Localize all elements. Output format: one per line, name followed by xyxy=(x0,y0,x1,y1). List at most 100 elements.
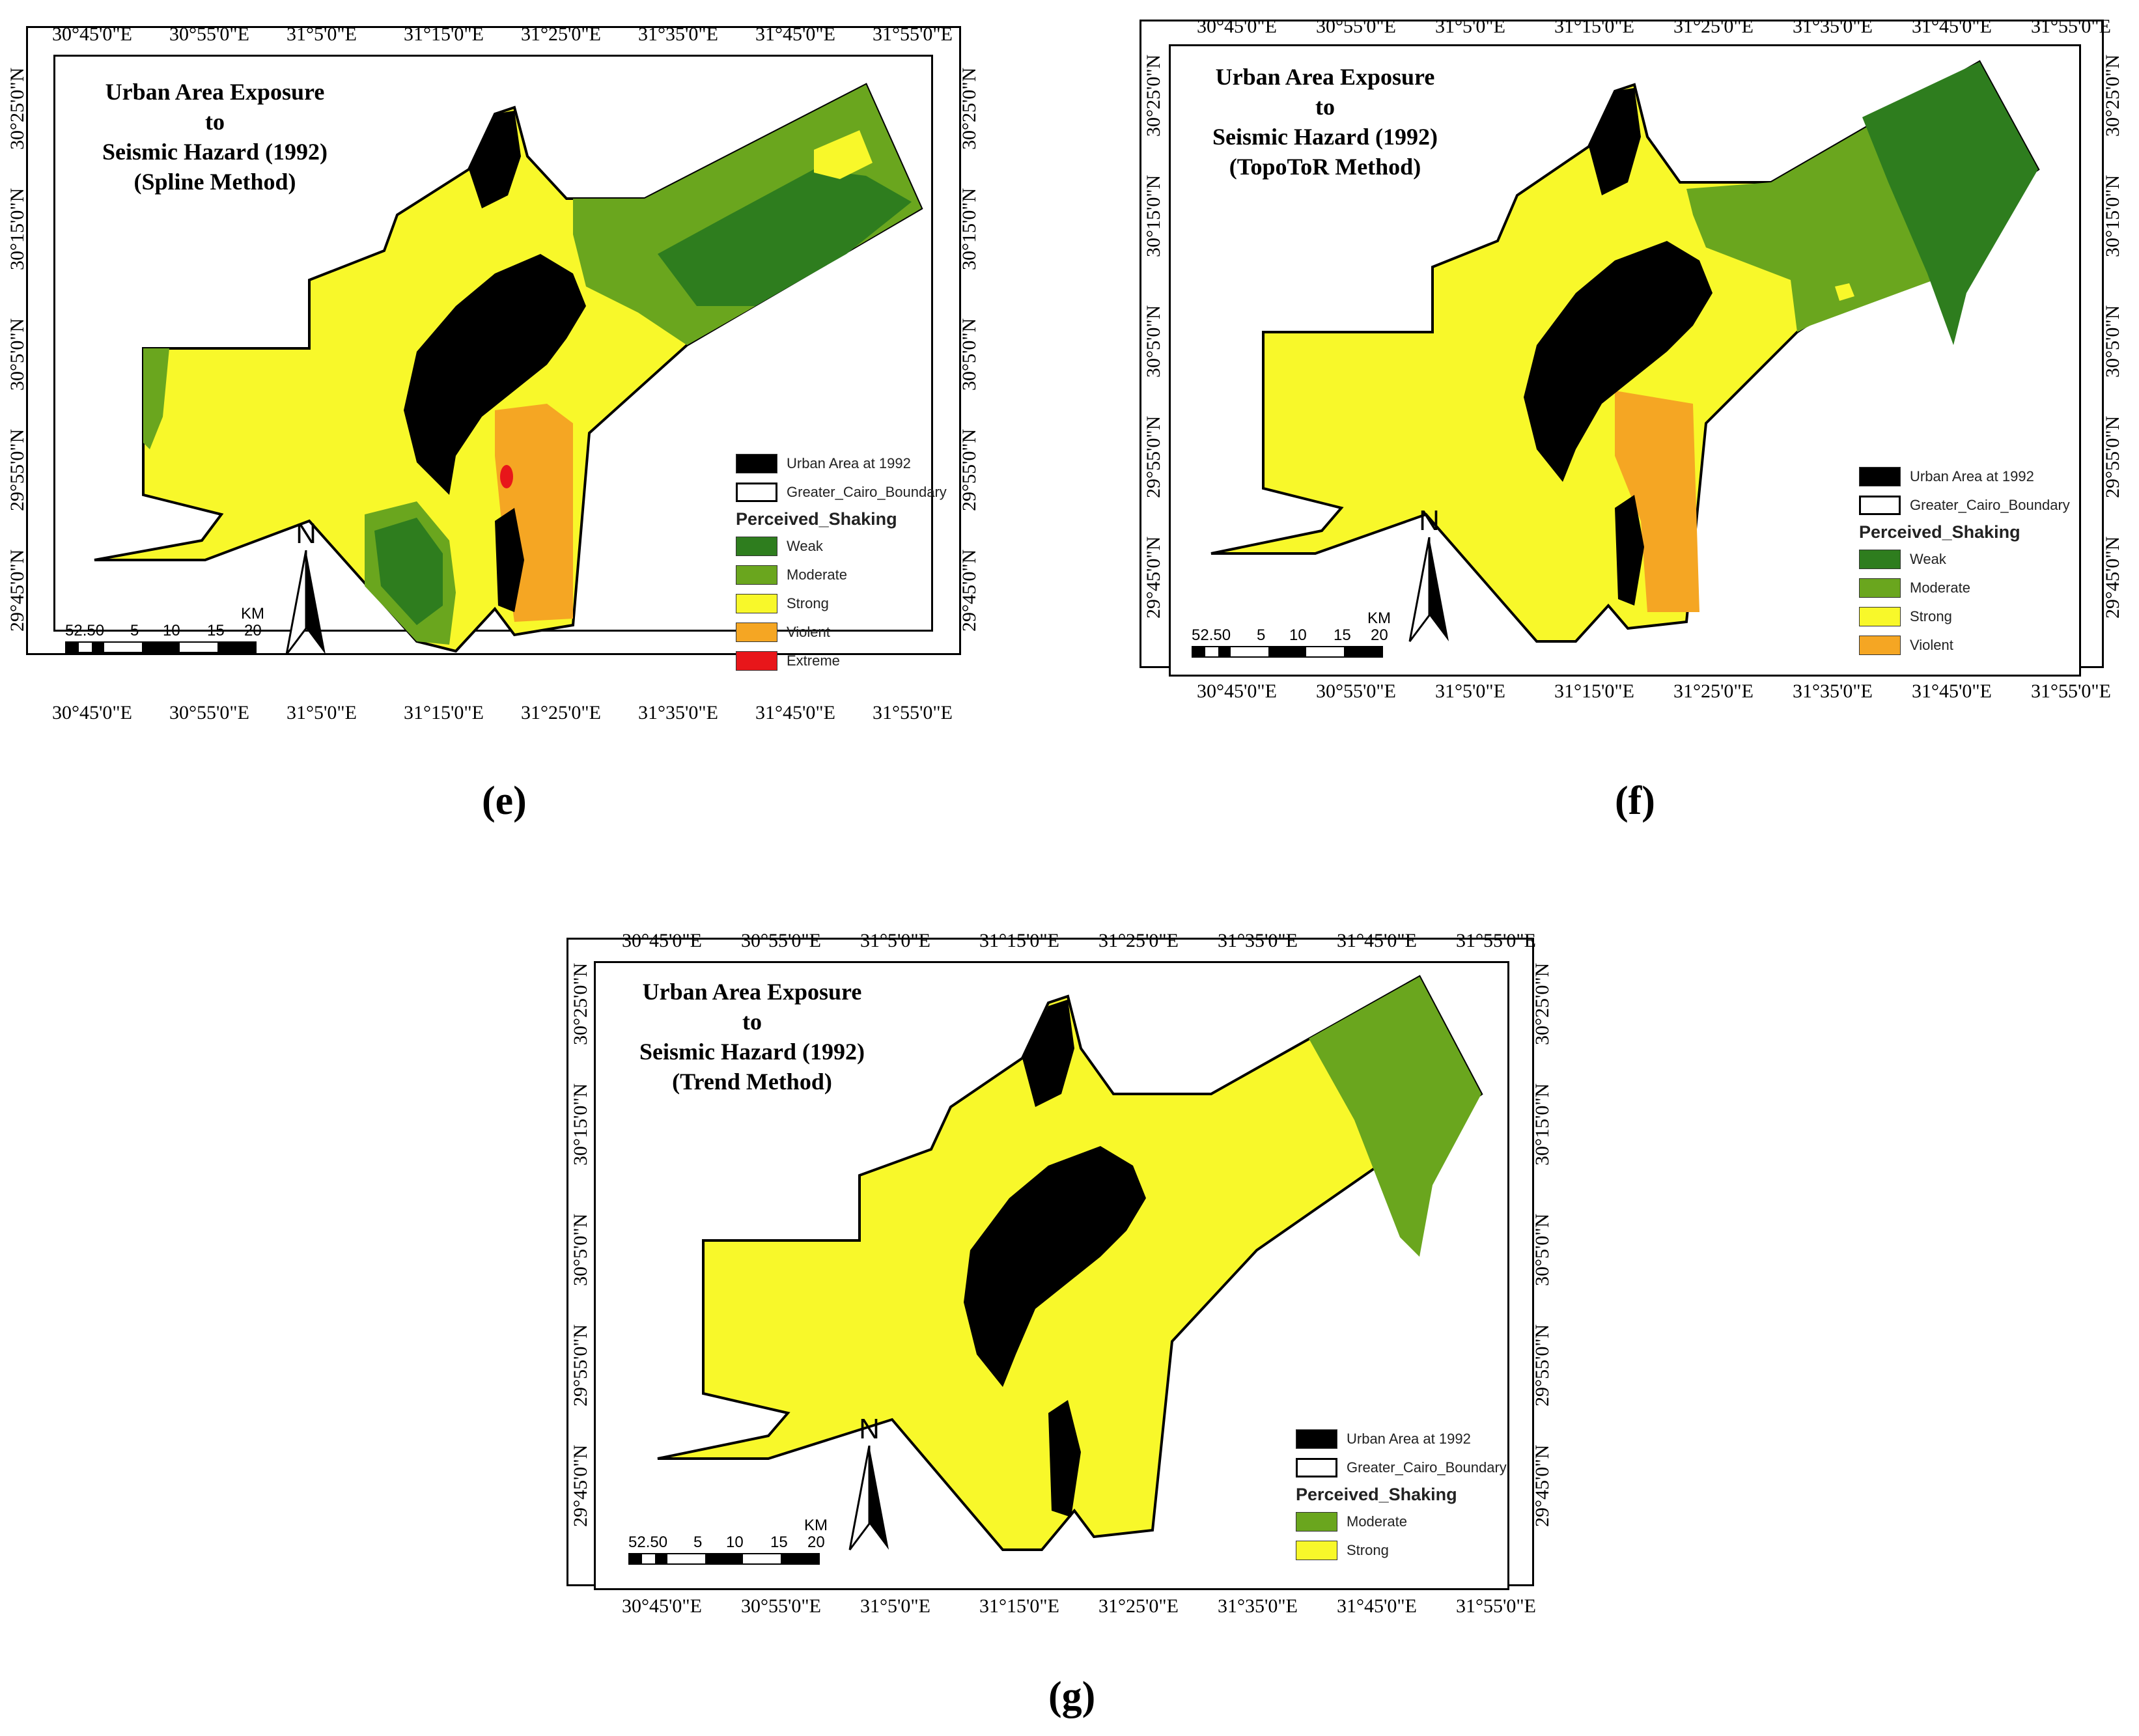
strong-swatch xyxy=(1296,1541,1337,1560)
longitude-tick-label: 31°55'0"E xyxy=(1456,1595,1536,1617)
urban-area xyxy=(964,1000,1146,1517)
longitude-tick-label: 31°5'0"E xyxy=(1435,16,1505,37)
boundary-swatch xyxy=(1859,496,1901,515)
map-title: Urban Area Exposure to Seismic Hazard (199… xyxy=(1212,64,1438,180)
urban-swatch xyxy=(1296,1429,1337,1449)
longitude-tick-label: 30°45'0"E xyxy=(1197,16,1277,37)
urban-area xyxy=(404,111,586,612)
longitude-tick-label: 30°55'0"E xyxy=(169,702,249,723)
longitude-tick-label: 31°55'0"E xyxy=(2031,680,2111,702)
strong-swatch xyxy=(736,594,777,613)
longitude-tick-label: 31°15'0"E xyxy=(404,23,484,45)
longitude-tick-label: 30°45'0"E xyxy=(622,1595,702,1617)
longitude-tick-label: 31°35'0"E xyxy=(1218,930,1298,951)
latitude-tick-label: 29°55'0"N xyxy=(1531,1324,1553,1407)
latitude-tick-label: 29°55'0"N xyxy=(1143,415,1164,498)
latitude-tick-label: 30°25'0"N xyxy=(1143,54,1164,137)
latitude-tick-label: 30°25'0"N xyxy=(1531,962,1553,1045)
strong-swatch xyxy=(1859,607,1901,626)
longitude-tick-label: 31°45'0"E xyxy=(1912,680,1992,702)
longitude-tick-label: 31°5'0"E xyxy=(860,1595,930,1617)
longitude-tick-label: 31°45'0"E xyxy=(755,23,835,45)
latitude-tick-label: 30°5'0"N xyxy=(1531,1213,1553,1286)
latitude-tick-label: 30°25'0"N xyxy=(958,67,980,150)
urban-swatch xyxy=(1859,467,1901,486)
longitude-tick-label: 31°25'0"E xyxy=(521,23,601,45)
latitude-tick-label: 30°5'0"N xyxy=(958,318,980,391)
map-legend: Urban Area at 1992 Greater_Cairo_Boundar… xyxy=(736,449,951,675)
latitude-tick-label: 30°15'0"N xyxy=(1143,175,1164,257)
map-f-svg xyxy=(1210,60,2040,643)
longitude-tick-label: 31°5'0"E xyxy=(860,930,930,951)
moderate-swatch xyxy=(1296,1512,1337,1532)
longitude-tick-label: 31°55'0"E xyxy=(873,702,953,723)
latitude-tick-label: 29°45'0"N xyxy=(958,549,980,632)
longitude-tick-label: 31°45'0"E xyxy=(1337,1595,1417,1617)
boundary-swatch xyxy=(1296,1458,1337,1477)
violent-zone xyxy=(1615,391,1699,612)
longitude-tick-label: 31°15'0"E xyxy=(1554,680,1634,702)
weak-zone-ne xyxy=(658,169,912,306)
moderate-zone-ne xyxy=(1309,977,1481,1257)
longitude-tick-label: 31°5'0"E xyxy=(287,702,357,723)
strong-patch-ne xyxy=(814,130,873,179)
longitude-tick-label: 31°45'0"E xyxy=(1912,16,1992,37)
latitude-tick-label: 30°15'0"N xyxy=(570,1083,591,1166)
latitude-tick-label: 30°25'0"N xyxy=(570,962,591,1045)
legend-heading: Perceived_Shaking xyxy=(1859,522,2020,542)
north-arrow: N xyxy=(843,1413,895,1560)
legend-heading: Perceived_Shaking xyxy=(736,509,897,529)
weak-zone-ne xyxy=(1862,62,2038,345)
caption-g: (g) xyxy=(1048,1674,1096,1718)
longitude-tick-label: 30°55'0"E xyxy=(169,23,249,45)
north-arrow-icon xyxy=(848,1445,889,1550)
longitude-tick-label: 30°55'0"E xyxy=(741,1595,821,1617)
map-e-svg xyxy=(94,83,923,653)
longitude-tick-label: 31°15'0"E xyxy=(404,702,484,723)
longitude-tick-label: 31°25'0"E xyxy=(1673,680,1754,702)
latitude-tick-label: 29°45'0"N xyxy=(2102,536,2123,619)
north-arrow: N xyxy=(1403,505,1455,651)
map-panel-f: Urban Area Exposure to Seismic Hazard (199… xyxy=(0,0,2139,823)
longitude-tick-label: 30°45'0"E xyxy=(1197,680,1277,702)
latitude-tick-label: 29°45'0"N xyxy=(1143,536,1164,619)
latitude-tick-label: 29°55'0"N xyxy=(2102,415,2123,498)
latitude-tick-label: 30°5'0"N xyxy=(1143,305,1164,378)
longitude-tick-label: 31°35'0"E xyxy=(1793,680,1873,702)
north-arrow: N xyxy=(280,518,332,664)
north-arrow-icon xyxy=(1408,537,1449,642)
moderate-swatch xyxy=(1859,578,1901,598)
map-title: Urban Area Exposure to Seismic Hazard (199… xyxy=(102,79,328,195)
north-arrow-icon xyxy=(285,550,326,655)
longitude-tick-label: 31°35'0"E xyxy=(638,23,718,45)
violent-swatch xyxy=(736,623,777,642)
urban-area xyxy=(1524,88,1713,606)
latitude-tick-label: 30°5'0"N xyxy=(7,318,28,391)
latitude-tick-label: 29°45'0"N xyxy=(570,1444,591,1527)
longitude-tick-label: 30°45'0"E xyxy=(52,23,132,45)
map-legend: Urban Area at 1992 Greater_Cairo_Boundar… xyxy=(1859,462,2074,660)
caption-e: (e) xyxy=(482,779,527,823)
weak-swatch xyxy=(736,537,777,556)
latitude-tick-label: 29°45'0"N xyxy=(1531,1444,1553,1527)
longitude-tick-label: 31°25'0"E xyxy=(1673,16,1754,37)
urban-swatch xyxy=(736,454,777,473)
weak-swatch xyxy=(1859,550,1901,569)
longitude-tick-label: 31°55'0"E xyxy=(873,23,953,45)
extreme-swatch xyxy=(736,651,777,671)
longitude-tick-label: 30°45'0"E xyxy=(52,702,132,723)
longitude-tick-label: 31°25'0"E xyxy=(1098,1595,1179,1617)
longitude-tick-label: 31°25'0"E xyxy=(521,702,601,723)
boundary-swatch xyxy=(736,483,777,502)
latitude-tick-label: 30°25'0"N xyxy=(2102,54,2123,137)
latitude-tick-label: 30°25'0"N xyxy=(7,67,28,150)
legend-heading: Perceived_Shaking xyxy=(1296,1485,1457,1504)
longitude-tick-label: 31°5'0"E xyxy=(1435,680,1505,702)
longitude-tick-label: 31°5'0"E xyxy=(287,23,357,45)
violent-swatch xyxy=(1859,636,1901,655)
scale-bar: 52.50 5 10 15 20 KM xyxy=(1192,609,1391,658)
longitude-tick-label: 31°35'0"E xyxy=(1218,1595,1298,1617)
latitude-tick-label: 30°5'0"N xyxy=(2102,305,2123,378)
latitude-tick-label: 29°55'0"N xyxy=(7,428,28,511)
